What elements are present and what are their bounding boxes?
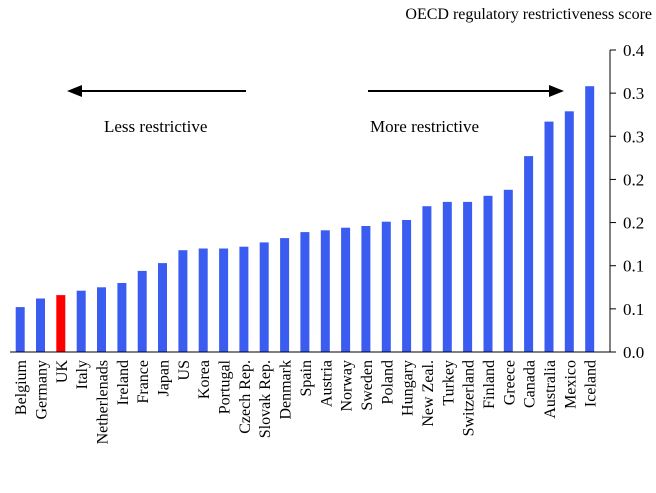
left-arrow-head	[67, 85, 82, 97]
x-tick-label: US	[176, 360, 193, 380]
y-tick-label: 0.3	[623, 127, 644, 146]
bar-czech-rep	[239, 246, 249, 352]
x-tick-label: Netherlenads	[95, 360, 112, 444]
x-tick-label: Italy	[74, 360, 91, 389]
x-tick-label: Iceland	[583, 360, 600, 407]
bars-group	[15, 86, 595, 352]
x-tick-label: France	[135, 360, 152, 404]
bar-mexico	[564, 111, 574, 352]
bar-korea	[198, 248, 208, 352]
y-axis: 0.0 0.1 0.1 0.2 0.2 0.3 0.3 0.4	[609, 41, 645, 362]
x-tick-label: Germany	[34, 360, 51, 420]
x-tick-label: Czech Rep.	[237, 360, 254, 434]
bar-japan	[158, 263, 167, 352]
x-tick-label: Hungary	[400, 360, 417, 416]
bar-denmark	[280, 238, 290, 352]
x-tick-label: Spain	[298, 360, 315, 396]
bar-switzerland	[463, 201, 473, 352]
x-tick-label: Japan	[156, 360, 173, 396]
y-tick-label: 0.1	[623, 257, 644, 276]
right-arrow-head	[549, 85, 564, 97]
x-tick-label: UK	[54, 360, 71, 384]
bar-canada	[524, 156, 534, 352]
y-tick-label: 0.1	[623, 300, 644, 319]
x-tick-label: Finland	[481, 360, 498, 409]
bar-france	[137, 270, 147, 352]
x-axis: Belgium Germany UK Italy Netherlenads Ireland…	[10, 351, 610, 444]
y-tick-label: 0.3	[623, 84, 644, 103]
y-axis-title: OECD regulatory restrictiveness score	[405, 6, 652, 23]
x-tick-label: Denmark	[278, 360, 295, 420]
bar-turkey	[442, 201, 452, 352]
x-tick-label: Canada	[522, 360, 539, 408]
y-tick-label: 0.0	[623, 343, 644, 362]
y-tick-label: 0.2	[623, 170, 644, 189]
x-tick-label: Turkey	[440, 360, 457, 406]
bar-us	[178, 250, 188, 352]
x-tick-label: Sweden	[359, 360, 376, 411]
bar-austria	[320, 230, 330, 352]
x-tick-label: Ireland	[115, 360, 132, 405]
x-tick-label: Belgium	[13, 359, 30, 415]
x-tick-label: Greece	[501, 360, 518, 405]
y-tick-label: 0.2	[623, 214, 644, 233]
x-tick-label: Australia	[542, 360, 559, 419]
x-tick-label: Norway	[339, 360, 356, 412]
bar-sweden	[361, 226, 371, 352]
x-tick-label: Portugal	[217, 359, 234, 414]
bar-australia	[544, 121, 554, 352]
bar-italy	[76, 290, 86, 352]
bar-poland	[381, 221, 391, 352]
x-tick-label: Mexico	[562, 360, 579, 409]
bar-germany	[36, 298, 45, 352]
bar-netherlenads	[97, 287, 106, 352]
more-restrictive-label: More restrictive	[370, 117, 479, 136]
bar-belgium	[15, 307, 25, 352]
less-restrictive-label: Less restrictive	[104, 117, 207, 136]
bar-slovak-rep	[259, 242, 269, 352]
y-tick-label: 0.4	[623, 41, 645, 60]
bar-new-zeal	[422, 206, 432, 352]
bar-hungary	[402, 220, 412, 352]
x-tick-label: New Zeal.	[420, 360, 437, 427]
bar-iceland	[585, 86, 595, 352]
bar-ireland	[117, 283, 127, 352]
x-tick-label: Austria	[318, 360, 335, 407]
bar-greece	[503, 189, 513, 352]
x-tick-label: Switzerland	[461, 360, 478, 436]
bar-norway	[341, 227, 351, 352]
bar-spain	[300, 232, 310, 352]
bar-portugal	[219, 248, 229, 352]
x-tick-label: Korea	[196, 360, 213, 399]
bar-finland	[483, 195, 493, 352]
bar-uk	[56, 295, 66, 352]
x-tick-label: Slovak Rep.	[257, 360, 274, 438]
x-tick-label: Poland	[379, 360, 396, 404]
